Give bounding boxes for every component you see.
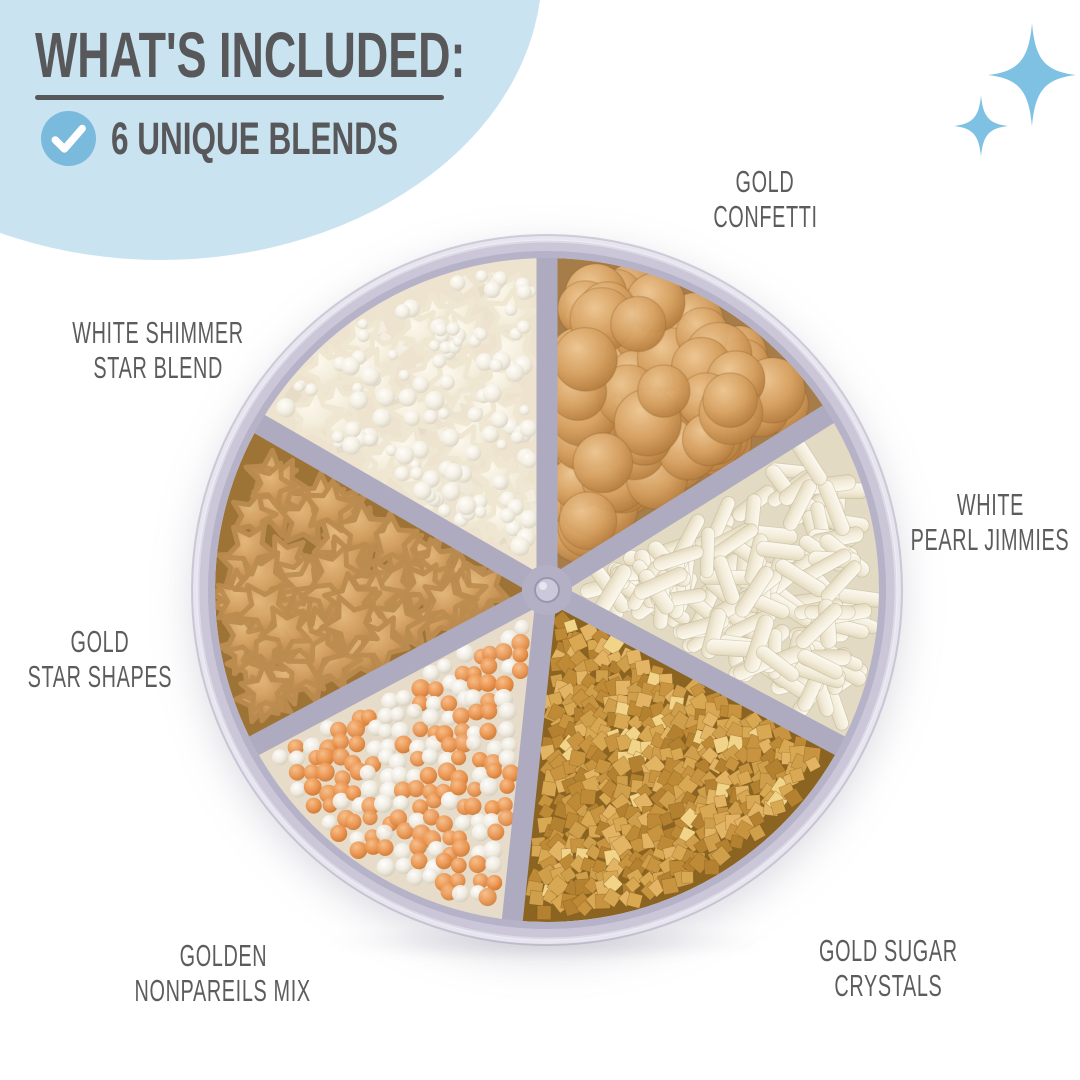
sparkles-icon — [925, 12, 1076, 162]
label-line: WHITE SHIMMER — [72, 315, 244, 350]
label-golden-nonpareils-mix: GOLDEN NONPAREILS MIX — [63, 938, 383, 1008]
label-line: CRYSTALS — [833, 968, 943, 1003]
subtitle-text: 6 UNIQUE BLENDS — [111, 112, 399, 164]
page-title: WHAT'S INCLUDED: — [35, 19, 650, 91]
label-line: GOLD — [735, 164, 795, 199]
label-line: WHITE — [956, 487, 1024, 522]
label-line: STAR SHAPES — [27, 659, 173, 694]
compartment-golden-nonpareils-mix — [253, 590, 547, 921]
title-underline — [35, 95, 444, 100]
check-mark-icon — [51, 124, 86, 153]
page-title-text: WHAT'S INCLUDED: — [35, 19, 466, 91]
label-gold-confetti: GOLD CONFETTI — [605, 164, 925, 234]
compartment-white-pearl-jimmies — [547, 414, 880, 746]
check-circle-icon — [41, 111, 96, 166]
container-rim — [191, 234, 903, 946]
label-white-pearl-jimmies: WHITE PEARL JIMMIES — [830, 487, 1080, 557]
label-line: NONPAREILS MIX — [134, 973, 312, 1008]
label-line: GOLDEN — [179, 938, 267, 973]
compartment-dividers — [243, 252, 851, 928]
label-line: STAR BLEND — [93, 350, 223, 385]
compartment-gold-sugar-crystals — [512, 590, 841, 923]
label-line: GOLD SUGAR — [818, 933, 958, 968]
sprinkle-container-photo — [177, 220, 917, 960]
compartment-white-shimmer-star-blend — [259, 258, 547, 590]
center-hub-icon — [522, 565, 572, 615]
subtitle-row: 6 UNIQUE BLENDS — [41, 111, 521, 166]
label-line: PEARL JIMMIES — [910, 522, 1070, 557]
label-gold-sugar-crystals: GOLD SUGAR CRYSTALS — [728, 933, 1048, 1003]
compartment-gold-confetti — [547, 258, 829, 590]
label-gold-star-shapes: GOLD STAR SHAPES — [0, 624, 260, 694]
compartment-gold-star-shapes — [215, 424, 547, 746]
label-line: CONFETTI — [712, 199, 818, 234]
label-line: GOLD — [70, 624, 130, 659]
label-white-shimmer-star-blend: WHITE SHIMMER STAR BLEND — [0, 315, 318, 385]
